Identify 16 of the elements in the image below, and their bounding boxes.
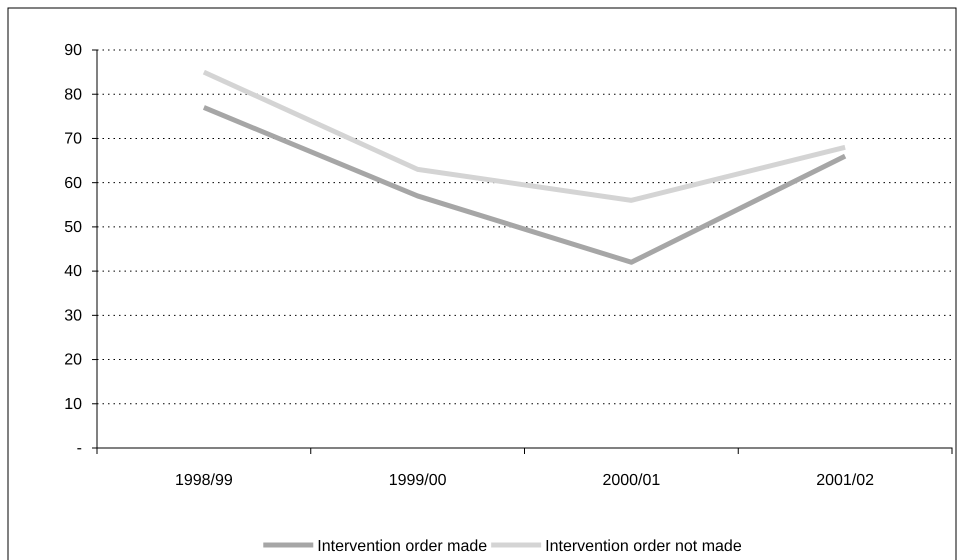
y-tick-label: 10 bbox=[64, 396, 82, 413]
y-tick-label: 70 bbox=[64, 130, 82, 148]
y-tick-label: 40 bbox=[64, 263, 82, 280]
x-tick-label: 1998/99 bbox=[174, 472, 233, 489]
legend-label: Intervention order not made bbox=[545, 538, 742, 555]
x-tick-label: 2001/02 bbox=[816, 472, 874, 489]
y-tick-label: - bbox=[76, 440, 82, 458]
x-tick-label: 1999/00 bbox=[388, 472, 447, 489]
y-tick-label: 80 bbox=[64, 86, 82, 104]
y-tick-label: 90 bbox=[64, 42, 82, 60]
y-tick-label: 30 bbox=[64, 307, 82, 324]
y-tick-label: 50 bbox=[64, 219, 82, 236]
legend-label: Intervention order made bbox=[317, 538, 488, 555]
y-tick-label: 60 bbox=[64, 174, 82, 192]
y-tick-label: 20 bbox=[64, 352, 82, 369]
x-tick-label: 2000/01 bbox=[602, 472, 660, 489]
